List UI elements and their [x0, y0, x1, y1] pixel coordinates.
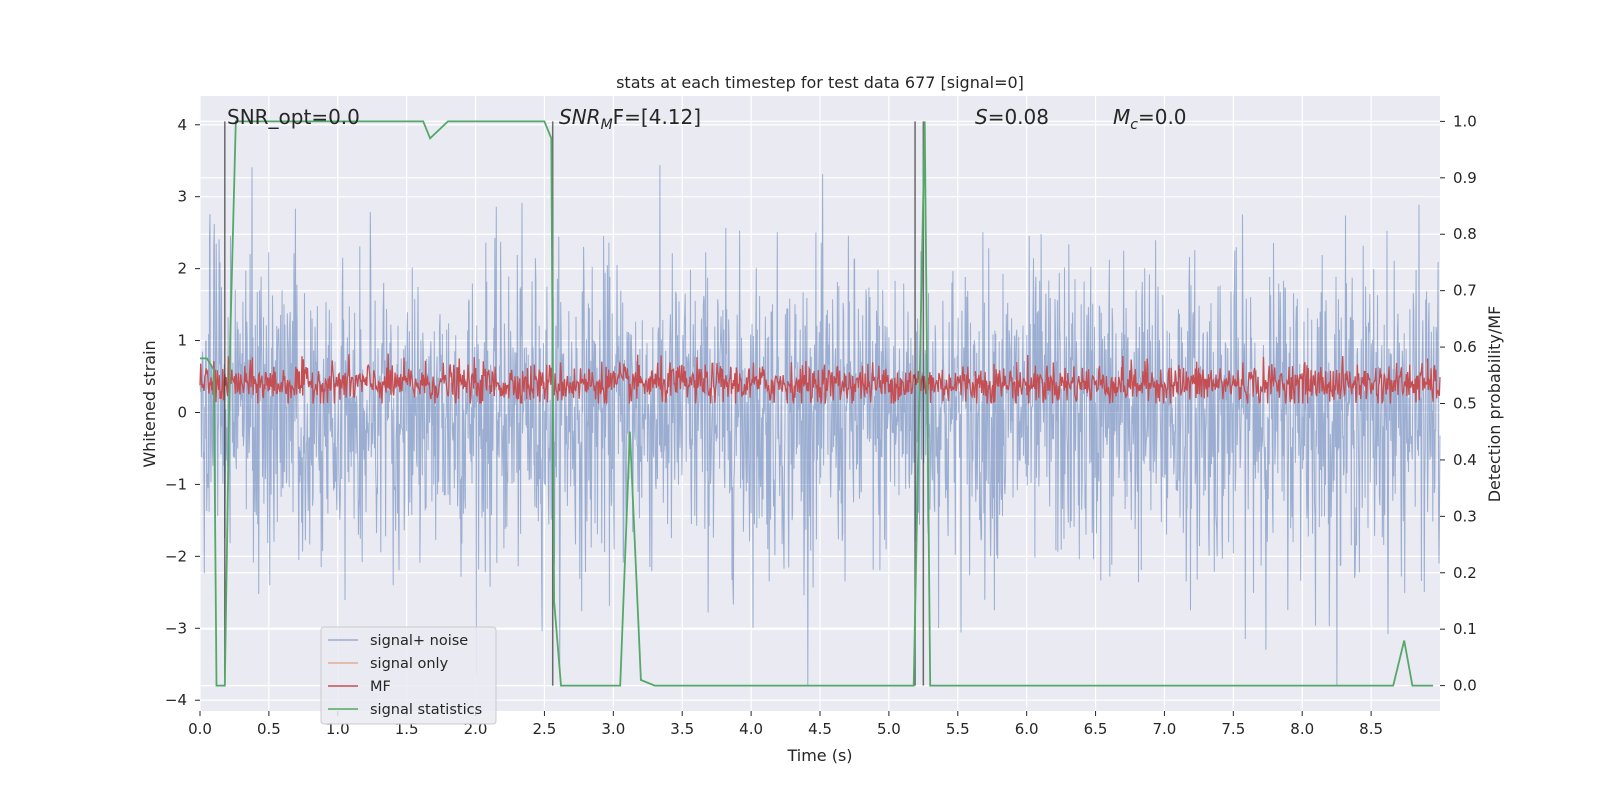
left-y-axis-ticks: 4 3 2 1 0 −1 −2 −3 −4 — [165, 116, 200, 709]
right-y-tick-label: 0.5 — [1453, 395, 1477, 413]
mf-series — [199, 353, 1441, 404]
annotation-s: S=0.08 — [975, 105, 1049, 129]
right-y-tick-label: 0.9 — [1453, 169, 1477, 187]
x-tick-label: 2.5 — [533, 720, 557, 738]
series-line-mf — [199, 353, 1441, 404]
x-tick-label: 5.5 — [946, 720, 970, 738]
left-y-tick-label: 4 — [177, 116, 187, 134]
annotation-mc: Mc=0.0 — [1113, 105, 1187, 133]
right-y-tick-label: 0.6 — [1453, 338, 1477, 356]
x-tick-label: 0.5 — [257, 720, 281, 738]
left-y-tick-label: 0 — [177, 403, 187, 421]
x-tick-label: 4.5 — [808, 720, 832, 738]
x-axis-label: Time (s) — [786, 746, 852, 765]
right-y-tick-label: 0.7 — [1453, 282, 1477, 300]
signal-noise-series — [199, 165, 1441, 686]
left-y-tick-label: −4 — [165, 691, 187, 709]
left-y-axis-label: Whitened strain — [140, 340, 159, 467]
left-y-tick-label: 3 — [177, 188, 187, 206]
legend-label-signal-noise: signal+ noise — [370, 633, 468, 649]
x-tick-label: 4.0 — [739, 720, 763, 738]
series-line-signal-statistics — [200, 120, 1434, 687]
signal-statistics-series — [200, 120, 1434, 687]
series-line-signal-noise — [199, 165, 1441, 686]
annotation-snr-mf: SNRMF=[4.12] — [559, 105, 701, 133]
x-tick-label: 6.0 — [1015, 720, 1039, 738]
legend-label-signal-only: signal only — [370, 656, 449, 672]
right-y-axis-label: Detection probability/MF — [1485, 306, 1504, 503]
right-y-tick-label: 0.1 — [1453, 620, 1477, 638]
x-tick-label: 7.5 — [1221, 720, 1245, 738]
right-y-tick-label: 0.4 — [1453, 451, 1477, 469]
left-y-tick-label: −2 — [165, 547, 187, 565]
legend-box — [320, 626, 497, 725]
x-tick-label: 8.5 — [1359, 720, 1383, 738]
chart-title: stats at each timestep for test data 677… — [616, 73, 1024, 92]
right-y-tick-label: 1.0 — [1453, 112, 1477, 130]
legend-label-signal-statistics: signal statistics — [370, 702, 482, 718]
right-y-tick-label: 0.0 — [1453, 677, 1477, 695]
right-y-tick-label: 0.8 — [1453, 225, 1477, 243]
x-tick-label: 0.0 — [188, 720, 212, 738]
right-y-tick-label: 0.2 — [1453, 564, 1477, 582]
x-tick-label: 3.5 — [670, 720, 694, 738]
legend: signal+ noise signal only MF signal stat… — [320, 626, 497, 725]
x-tick-label: 6.5 — [1084, 720, 1108, 738]
x-tick-label: 8.0 — [1290, 720, 1314, 738]
x-tick-label: 5.0 — [877, 720, 901, 738]
left-y-tick-label: −1 — [165, 475, 187, 493]
left-y-tick-label: −3 — [165, 619, 187, 637]
right-y-tick-label: 0.3 — [1453, 507, 1477, 525]
annotation-snr-opt: SNR_opt=0.0 — [227, 105, 360, 129]
legend-label-mf: MF — [370, 679, 391, 695]
left-y-tick-label: 1 — [177, 332, 187, 350]
left-y-tick-label: 2 — [177, 260, 187, 278]
x-tick-label: 3.0 — [601, 720, 625, 738]
x-tick-label: 7.0 — [1153, 720, 1177, 738]
right-y-axis-ticks: 1.0 0.9 0.8 0.7 0.6 0.5 0.4 0.3 0.2 0.1 0.0 — [1440, 112, 1477, 695]
